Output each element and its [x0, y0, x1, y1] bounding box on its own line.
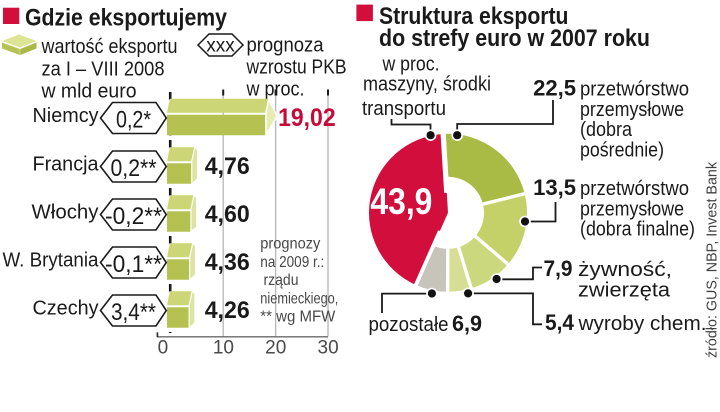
svg-text:20: 20 [265, 337, 286, 358]
svg-text:zwierzęta: zwierzęta [578, 280, 671, 302]
svg-text:19,02: 19,02 [278, 104, 336, 132]
svg-text:niemieckiego,: niemieckiego, [260, 290, 338, 307]
svg-text:(dobra finalne): (dobra finalne) [580, 219, 695, 241]
svg-text:Gdzie eksportujemy: Gdzie eksportujemy [25, 5, 228, 32]
svg-text:** wg MFW: ** wg MFW [260, 309, 336, 326]
svg-text:wzrostu PKB: wzrostu PKB [246, 57, 347, 79]
svg-text:żywność,: żywność, [578, 259, 672, 281]
svg-text:7,9: 7,9 [544, 256, 573, 281]
svg-text:4,76: 4,76 [205, 153, 250, 180]
svg-text:22,5: 22,5 [533, 76, 576, 101]
svg-text:xxx: xxx [206, 36, 235, 57]
svg-text:6,9: 6,9 [452, 311, 482, 336]
svg-text:w mld euro: w mld euro [41, 81, 137, 103]
svg-text:przemysłowe: przemysłowe [580, 198, 684, 220]
svg-text:do strefy euro w 2007 roku: do strefy euro w 2007 roku [379, 25, 650, 52]
svg-text:przetwórstwo: przetwórstwo [580, 79, 689, 101]
svg-text:za I – VIII 2008: za I – VIII 2008 [42, 59, 165, 81]
svg-text:rządu: rządu [264, 272, 299, 289]
svg-text:transportu: transportu [362, 98, 446, 120]
svg-text:wyroby chem.: wyroby chem. [577, 313, 706, 335]
svg-text:w proc.: w proc. [382, 54, 440, 76]
svg-text:W. Brytania: W. Brytania [3, 250, 100, 272]
svg-text:4,60: 4,60 [205, 201, 250, 228]
svg-text:10: 10 [213, 337, 234, 358]
svg-text:(dobra: (dobra [580, 119, 633, 141]
svg-text:43,9: 43,9 [370, 181, 432, 222]
svg-text:na 2009 r.:: na 2009 r.: [260, 254, 324, 271]
svg-text:Francja: Francja [33, 154, 100, 176]
svg-text:Czechy: Czechy [33, 298, 99, 320]
svg-text:-0,1**: -0,1** [105, 251, 162, 278]
svg-text:Włochy: Włochy [32, 202, 99, 224]
svg-text:0,2**: 0,2** [111, 155, 157, 182]
svg-text:-0,2**: -0,2** [105, 203, 162, 230]
svg-text:prognoza: prognoza [247, 35, 325, 57]
svg-text:4,36: 4,36 [205, 249, 250, 276]
svg-text:30: 30 [318, 337, 339, 358]
svg-text:5,4: 5,4 [545, 310, 574, 335]
svg-text:13,5: 13,5 [533, 175, 576, 200]
svg-text:Niemcy: Niemcy [33, 105, 99, 127]
svg-text:wartość eksportu: wartość eksportu [41, 36, 178, 58]
svg-text:prognozy: prognozy [260, 236, 320, 253]
svg-text:pośrednie): pośrednie) [580, 139, 664, 161]
svg-text:Struktura eksportu: Struktura eksportu [379, 3, 569, 30]
svg-text:0: 0 [158, 337, 169, 358]
svg-text:przemysłowe: przemysłowe [580, 99, 684, 121]
svg-text:3,4**: 3,4** [111, 299, 156, 326]
svg-text:źródło: GUS, NBP, Invest Bank: źródło: GUS, NBP, Invest Bank [705, 161, 720, 358]
svg-text:przetwórstwo: przetwórstwo [580, 178, 689, 200]
svg-text:pozostałe: pozostałe [369, 314, 449, 336]
svg-text:maszyny, środki: maszyny, środki [363, 74, 491, 96]
svg-text:0,2*: 0,2* [116, 107, 151, 134]
svg-text:4,26: 4,26 [205, 297, 250, 324]
